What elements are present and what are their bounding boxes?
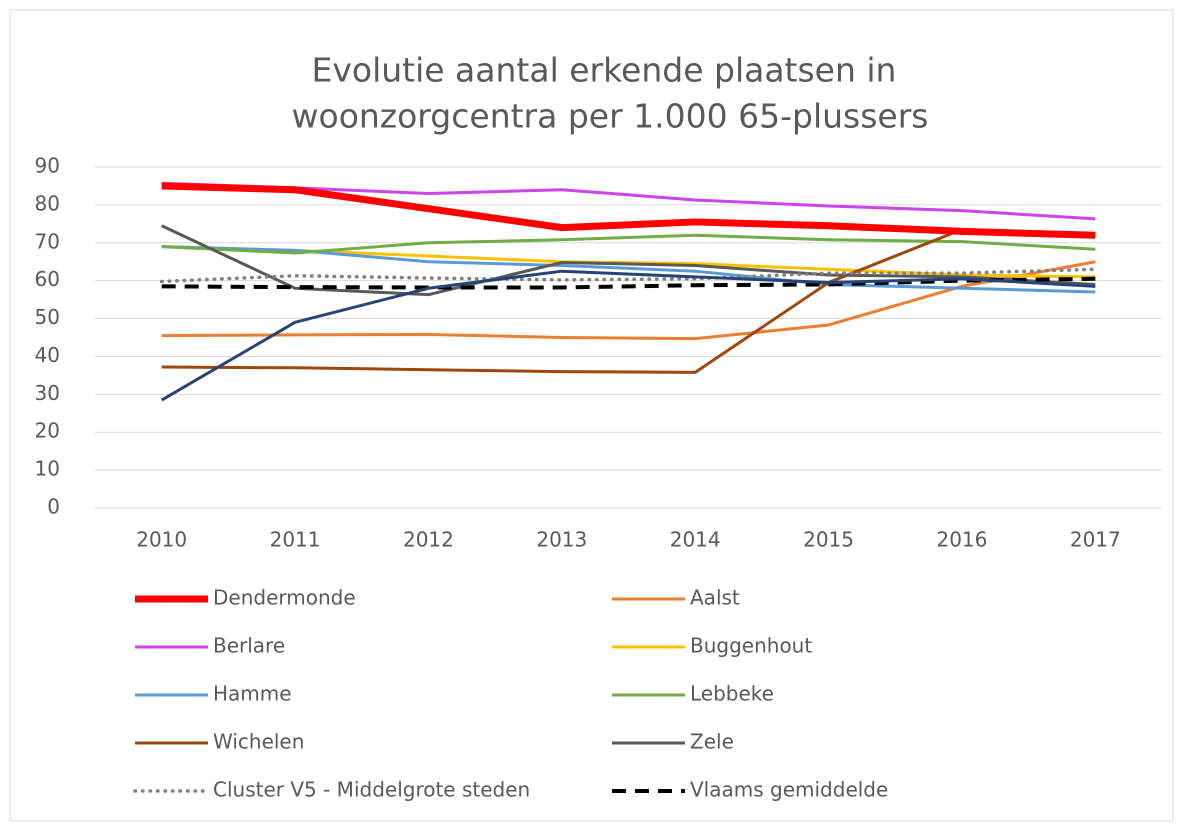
- x-tick-label: 2012: [403, 528, 454, 552]
- y-tick-label: 40: [35, 343, 60, 367]
- x-tick-label: 2010: [136, 528, 187, 552]
- legend-label: Dendermonde: [213, 586, 356, 610]
- chart-frame: [9, 9, 1174, 822]
- y-tick-label: 60: [35, 267, 60, 291]
- y-tick-label: 80: [35, 191, 60, 215]
- y-tick-label: 10: [35, 457, 60, 481]
- x-tick-label: 2011: [270, 528, 321, 552]
- series-line: [161, 224, 1096, 297]
- series-line: [161, 233, 1096, 255]
- legend-label: Buggenhout: [690, 634, 812, 658]
- chart-title: woonzorgcentra per 1.000 65-plussers: [292, 97, 929, 136]
- legend-label: Cluster V5 - Middelgrote steden: [213, 778, 530, 802]
- legend-label: Hamme: [213, 682, 292, 706]
- series-line: [161, 182, 1096, 239]
- legend-label: Lebbeke: [690, 682, 774, 706]
- x-tick-label: 2016: [936, 528, 987, 552]
- y-tick-label: 0: [47, 495, 60, 519]
- y-tick-label: 90: [35, 154, 60, 178]
- series-line: [161, 228, 1096, 374]
- series-line: [161, 260, 1096, 341]
- legend-label: Berlare: [213, 634, 285, 658]
- series-line: [161, 276, 1096, 290]
- y-tick-label: 30: [35, 381, 60, 405]
- y-tick-label: 70: [35, 229, 60, 253]
- legend-label: Aalst: [690, 586, 740, 610]
- series-line: [161, 181, 1096, 221]
- x-tick-label: 2015: [803, 528, 854, 552]
- x-tick-label: 2013: [536, 528, 587, 552]
- chart-title: Evolutie aantal erkende plaatsen in: [312, 51, 897, 90]
- legend-label: Zele: [690, 730, 734, 754]
- x-tick-label: 2014: [670, 528, 721, 552]
- y-tick-label: 20: [35, 419, 60, 443]
- legend-label: Vlaams gemiddelde: [690, 778, 888, 802]
- series-line: [160, 269, 1096, 402]
- series-line: [159, 267, 1098, 284]
- legend-label: Wichelen: [213, 730, 304, 754]
- x-tick-label: 2017: [1070, 528, 1121, 552]
- y-tick-label: 50: [35, 305, 60, 329]
